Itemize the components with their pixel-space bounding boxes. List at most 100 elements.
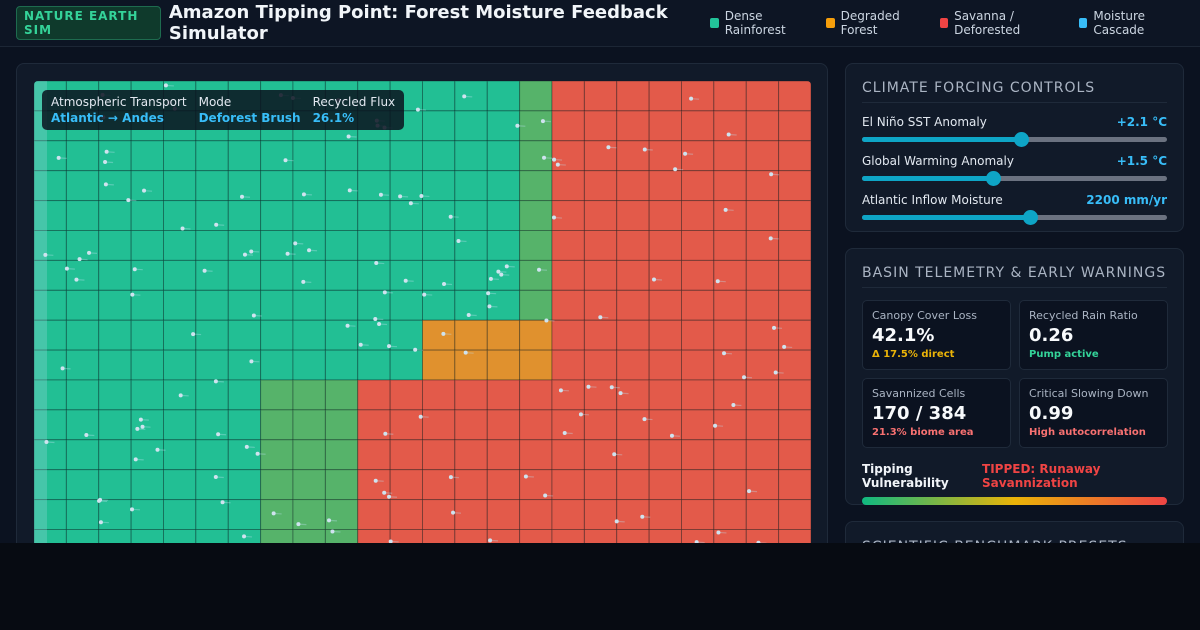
grid-cell[interactable]	[648, 469, 682, 501]
grid-cell[interactable]	[292, 469, 326, 501]
grid-cell[interactable]	[551, 200, 585, 231]
grid-cell[interactable]	[98, 319, 132, 351]
grid-cell[interactable]	[681, 259, 715, 291]
grid-cell[interactable]	[34, 259, 67, 291]
slider-track[interactable]	[862, 171, 1167, 186]
grid-cell[interactable]	[616, 379, 650, 411]
grid-cell[interactable]	[778, 409, 811, 441]
grid-cell[interactable]	[130, 379, 164, 411]
grid-cell[interactable]	[583, 499, 618, 531]
grid-cell[interactable]	[324, 439, 359, 471]
grid-cell[interactable]	[163, 439, 197, 471]
grid-cell[interactable]	[486, 230, 521, 261]
grid-cell[interactable]	[163, 349, 197, 381]
grid-cell[interactable]	[681, 469, 715, 501]
grid-cell[interactable]	[519, 230, 553, 261]
grid-cell[interactable]	[389, 200, 423, 231]
slider-track[interactable]	[862, 210, 1167, 225]
grid-cell[interactable]	[454, 110, 488, 142]
grid-cell[interactable]	[616, 349, 650, 381]
grid-cell[interactable]	[357, 499, 391, 531]
grid-cell[interactable]	[713, 319, 747, 351]
grid-cell[interactable]	[616, 409, 650, 441]
grid-cell[interactable]	[551, 499, 585, 531]
grid-cell[interactable]	[648, 259, 682, 291]
grid-cell[interactable]	[519, 289, 553, 321]
grid-cell[interactable]	[324, 499, 359, 531]
grid-cell[interactable]	[357, 439, 391, 471]
grid-cell[interactable]	[195, 379, 229, 411]
grid-cell[interactable]	[65, 469, 100, 501]
grid-cell[interactable]	[713, 259, 747, 291]
grid-cell[interactable]	[616, 200, 650, 231]
grid-cell[interactable]	[422, 140, 456, 172]
grid-cell[interactable]	[648, 499, 682, 531]
grid-cell[interactable]	[616, 81, 650, 112]
grid-cell[interactable]	[98, 170, 132, 202]
grid-cell[interactable]	[519, 81, 553, 112]
grid-cell[interactable]	[422, 349, 456, 381]
grid-cell[interactable]	[65, 349, 100, 381]
grid-cell[interactable]	[422, 319, 456, 351]
grid-cell[interactable]	[745, 379, 780, 411]
grid-cell[interactable]	[324, 230, 359, 261]
grid-cell[interactable]	[324, 259, 359, 291]
grid-cell[interactable]	[389, 140, 423, 172]
grid-cell[interactable]	[745, 349, 780, 381]
grid-cell[interactable]	[130, 259, 164, 291]
grid-cell[interactable]	[616, 319, 650, 351]
grid-cell[interactable]	[227, 439, 262, 471]
grid-cell[interactable]	[324, 200, 359, 231]
grid-cell[interactable]	[98, 289, 132, 321]
grid-cell[interactable]	[98, 140, 132, 172]
grid-cell[interactable]	[260, 140, 294, 172]
grid-cell[interactable]	[616, 469, 650, 501]
grid-cell[interactable]	[422, 379, 456, 411]
slider-handle[interactable]	[986, 171, 1002, 186]
grid-cell[interactable]	[745, 469, 780, 501]
grid-cell[interactable]	[130, 200, 164, 231]
grid-cell[interactable]	[195, 170, 229, 202]
grid-cell[interactable]	[648, 81, 682, 112]
grid-cell[interactable]	[130, 499, 164, 531]
grid-cell[interactable]	[324, 319, 359, 351]
grid-cell[interactable]	[745, 499, 780, 531]
grid-cell[interactable]	[745, 439, 780, 471]
grid-cell[interactable]	[551, 439, 585, 471]
grid-cell[interactable]	[454, 379, 488, 411]
grid-cell[interactable]	[163, 319, 197, 351]
grid-cell[interactable]	[65, 289, 100, 321]
grid-cell[interactable]	[648, 409, 682, 441]
grid-cell[interactable]	[551, 289, 585, 321]
grid-cell[interactable]	[745, 140, 780, 172]
grid-cell[interactable]	[260, 170, 294, 202]
grid-cell[interactable]	[195, 259, 229, 291]
grid-cell[interactable]	[519, 200, 553, 231]
grid-cell[interactable]	[486, 140, 521, 172]
grid-cell[interactable]	[778, 379, 811, 411]
grid-cell[interactable]	[292, 439, 326, 471]
grid-cell[interactable]	[422, 499, 456, 531]
grid-cell[interactable]	[778, 469, 811, 501]
grid-cell[interactable]	[260, 289, 294, 321]
grid-cell[interactable]	[260, 529, 294, 544]
grid-cell[interactable]	[583, 200, 618, 231]
grid-cell[interactable]	[713, 349, 747, 381]
grid-cell[interactable]	[648, 170, 682, 202]
grid-cell[interactable]	[778, 529, 811, 544]
grid-cell[interactable]	[292, 140, 326, 172]
grid-cell[interactable]	[583, 379, 618, 411]
grid-cell[interactable]	[778, 81, 811, 112]
grid-cell[interactable]	[130, 529, 164, 544]
grid-cell[interactable]	[422, 230, 456, 261]
grid-cell[interactable]	[195, 529, 229, 544]
grid-cell[interactable]	[260, 499, 294, 531]
grid-cell[interactable]	[681, 140, 715, 172]
grid-cell[interactable]	[389, 439, 423, 471]
grid-cell[interactable]	[260, 379, 294, 411]
grid-cell[interactable]	[583, 170, 618, 202]
grid-cell[interactable]	[454, 529, 488, 544]
grid-cell[interactable]	[34, 469, 67, 501]
grid-cell[interactable]	[65, 499, 100, 531]
grid-cell[interactable]	[713, 200, 747, 231]
